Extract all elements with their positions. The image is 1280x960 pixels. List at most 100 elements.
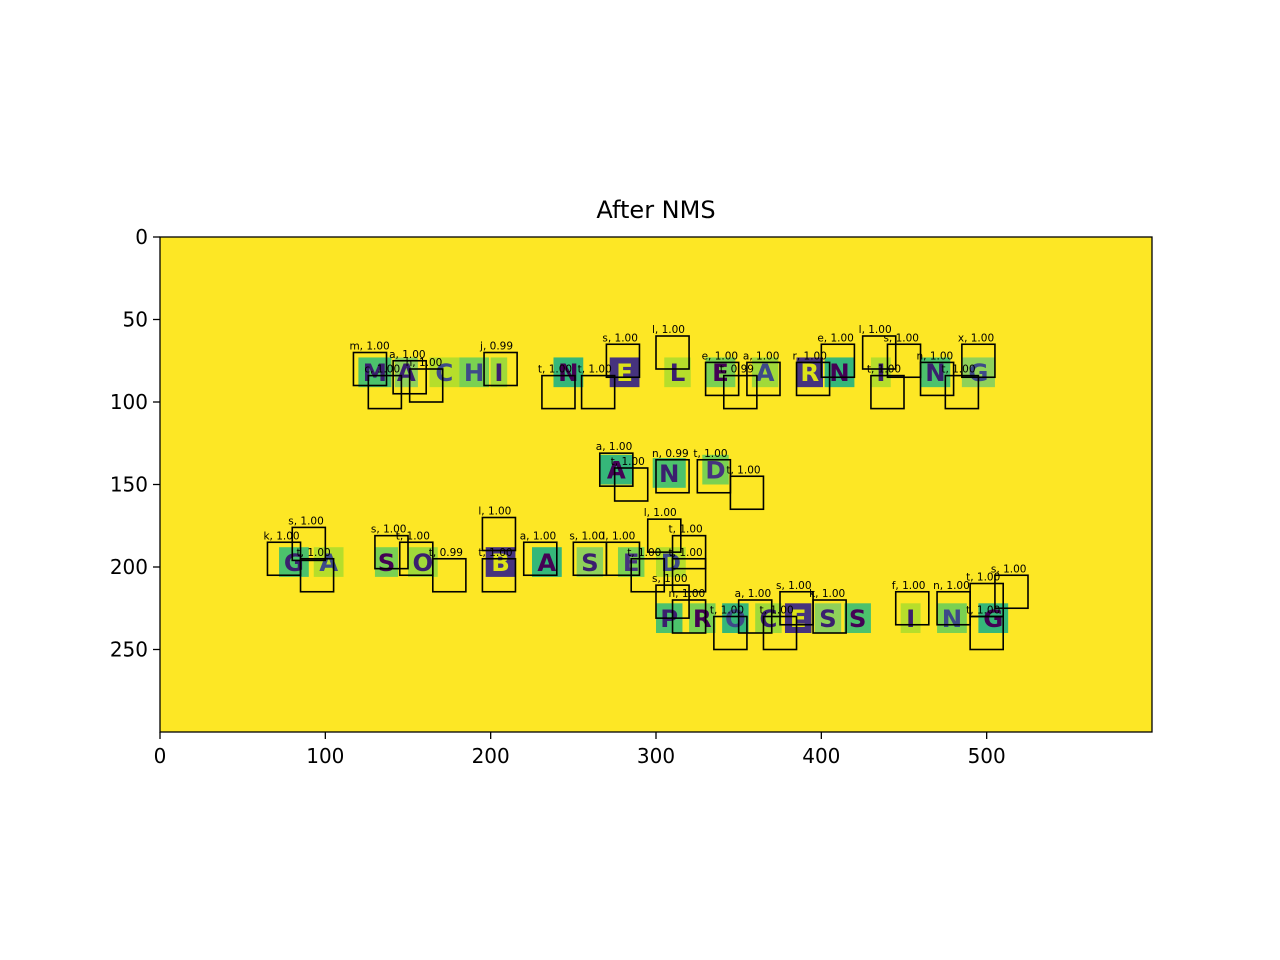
detection-box — [655, 335, 690, 370]
detection-label: t, 1.00 — [693, 448, 727, 460]
x-tick-label: 400 — [802, 744, 840, 768]
detection-box — [605, 343, 641, 379]
detection-label: l, 1.00 — [644, 507, 677, 519]
detection-label: t, 1.00 — [578, 364, 612, 376]
detection-label: t, 1.00 — [478, 547, 512, 559]
detection-label: t, 1.00 — [710, 605, 744, 617]
detection-label: m, 1.00 — [349, 341, 389, 353]
y-tick-label: 0 — [135, 225, 148, 249]
letter-tile-background — [429, 357, 460, 388]
letter-tile-background — [279, 547, 309, 577]
detection-label: n, 0.99 — [652, 448, 689, 460]
detection-box — [820, 343, 856, 379]
letter-tile-background — [664, 357, 691, 388]
detection-label: t, 1.00 — [867, 364, 901, 376]
detection-label: s, 1.00 — [602, 332, 638, 344]
letter-tile-background — [870, 357, 891, 388]
letter-tile: N — [937, 603, 967, 633]
detection-box — [969, 615, 1005, 651]
detection-box — [481, 516, 517, 552]
letter-tile-glyph: R — [800, 358, 819, 387]
detection-label: t, 1.00 — [966, 605, 1000, 617]
letter-tile-glyph: L — [670, 358, 686, 387]
letter-tile-glyph: O — [725, 604, 746, 633]
letter-tile-background — [553, 357, 584, 388]
plot-area: M A C H I N E L E A R N I N GA N DG A S O B A S E DP R O C E S S I N Gm, … — [159, 236, 1153, 733]
letter-tile-glyph: H — [464, 358, 484, 387]
y-tick-label: 100 — [110, 390, 148, 414]
letter-tile-glyph: R — [693, 604, 712, 633]
letter-tile-glyph: E — [616, 358, 633, 387]
letter-tile: G — [279, 547, 309, 577]
letter-tile: I — [870, 357, 891, 388]
letter-tile-glyph: E — [712, 358, 729, 387]
detection-label: a, 1.00 — [743, 350, 780, 362]
detection-box — [994, 574, 1029, 610]
detection-box — [894, 590, 930, 626]
letter-tile-glyph: N — [829, 358, 849, 387]
detection-box — [374, 534, 409, 570]
letter-tile-glyph: G — [983, 604, 1003, 633]
detection-box — [961, 343, 996, 379]
detection-box — [291, 526, 327, 562]
detection-box — [541, 374, 576, 410]
letter-tile-glyph: A — [607, 456, 626, 485]
letter-tile: E — [784, 603, 812, 633]
detection-label: s, 1.00 — [991, 563, 1027, 575]
detection-label: t, 1.00 — [396, 530, 430, 542]
detection-label: l, 1.00 — [652, 324, 685, 336]
letter-tile-background — [937, 603, 967, 633]
letter-tile-background — [394, 357, 418, 388]
x-tick-label: 300 — [637, 744, 675, 768]
detection-box — [729, 475, 765, 511]
detection-box — [481, 557, 517, 593]
detection-label: t, 0.99 — [720, 364, 754, 376]
y-axis: 0 50 100 150 200 250 — [110, 225, 160, 662]
letter-tile-glyph: E — [790, 604, 807, 633]
detection-box — [630, 557, 666, 593]
letter-tile-glyph: C — [435, 358, 453, 387]
letter-tile: S — [814, 603, 842, 633]
letter-tile: N — [652, 458, 686, 488]
letter-tile-background — [755, 603, 782, 633]
detection-box — [299, 557, 335, 593]
detection-label: l, 1.00 — [602, 530, 635, 542]
letter-tile: C — [429, 357, 460, 388]
letter-tile-background — [844, 603, 871, 633]
letter-tile-glyph: A — [756, 358, 775, 387]
letter-tile-background — [689, 603, 716, 633]
detection-label: a, 1.00 — [596, 441, 633, 453]
detection-label: a, 1.00 — [520, 530, 557, 542]
detection-box — [408, 368, 444, 403]
letter-tile-glyph: O — [413, 548, 434, 577]
letter-tile: A — [599, 454, 633, 485]
detection-label: t, 1.00 — [941, 364, 975, 376]
letter-tile: E — [609, 357, 640, 387]
detection-label: e, 1.00 — [817, 332, 854, 344]
chart-title: After NMS — [596, 196, 715, 224]
letter-tile-glyph: S — [378, 548, 396, 577]
x-tick-label: 0 — [154, 744, 167, 768]
detection-label: k, 1.00 — [809, 588, 845, 600]
detection-label: s, 1.00 — [776, 580, 812, 592]
detection-box — [655, 458, 690, 494]
detection-label: t, 1.00 — [669, 524, 703, 536]
letter-tile: I — [490, 357, 508, 387]
y-tick-label: 50 — [123, 308, 148, 332]
letter-tile-glyph: B — [491, 548, 510, 577]
detection-label: l, 1.00 — [859, 324, 892, 336]
letter-tile: O — [722, 603, 749, 633]
letter-tile-glyph: N — [942, 604, 962, 633]
letter-tile-glyph: N — [558, 358, 578, 387]
detection-box — [483, 351, 518, 387]
detection-box — [861, 335, 897, 370]
letter-tile-glyph: I — [494, 358, 503, 387]
x-tick-label: 500 — [968, 744, 1006, 768]
letter-tile-glyph: S — [819, 604, 837, 633]
x-tick-label: 100 — [306, 744, 344, 768]
letter-tile: B — [485, 547, 516, 577]
detection-label: c, 1.00 — [364, 364, 400, 376]
detection-label: n, 1.00 — [669, 588, 706, 600]
y-tick-label: 250 — [110, 638, 148, 662]
